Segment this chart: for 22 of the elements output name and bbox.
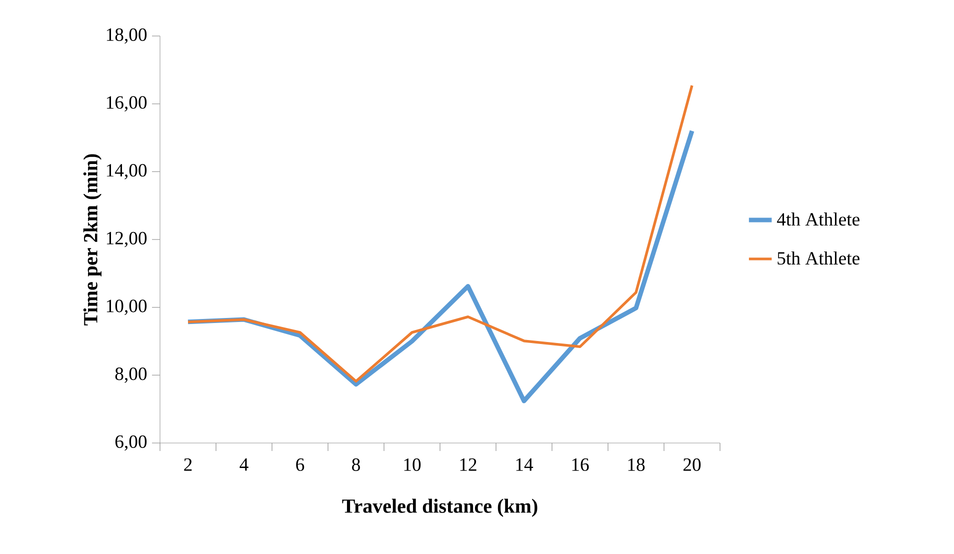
x-tick-label: 14	[516, 458, 534, 471]
x-tick-label: 18	[628, 458, 645, 471]
y-tick-label: 10,00	[106, 300, 147, 315]
x-tick-label: 4	[240, 458, 248, 471]
y-tick-label: 6,00	[115, 435, 147, 451]
y-tick-label: 12,00	[106, 232, 147, 248]
x-tick-label: 8	[352, 458, 360, 471]
legend-label: 4th Athlete	[776, 212, 860, 226]
legend-label: 5th Athlete	[778, 251, 860, 265]
x-tick-label: 6	[296, 458, 304, 471]
y-axis-title: Time per 2km (min)	[83, 154, 102, 326]
x-tick-label: 2	[184, 458, 192, 471]
x-tick-label: 12	[460, 458, 476, 471]
y-tick-label: 8,00	[115, 368, 147, 383]
y-tick-label: 16,00	[106, 96, 147, 112]
y-tick-label: 18,00	[106, 28, 147, 44]
x-axis-title: Traveled distance (km)	[342, 498, 538, 517]
x-tick-label: 16	[572, 458, 589, 471]
x-tick-label: 10	[404, 458, 421, 471]
line-series	[186, 84, 694, 383]
y-tick-label: 14,00	[106, 164, 147, 180]
x-tick-label: 20	[683, 458, 701, 471]
